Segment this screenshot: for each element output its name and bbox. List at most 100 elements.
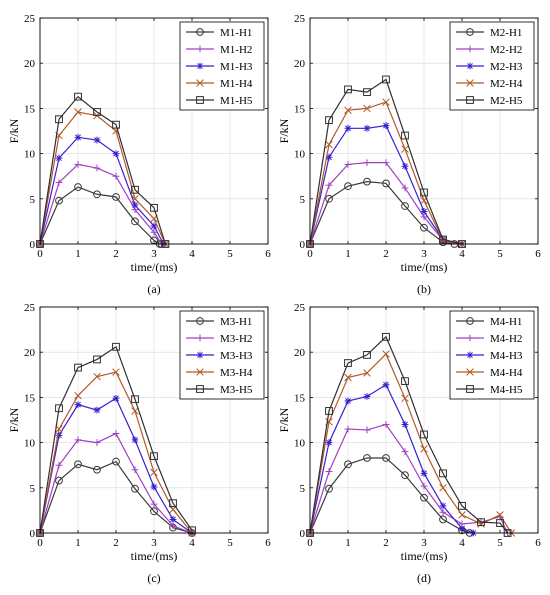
legend-label: M3-H4 bbox=[220, 367, 253, 379]
y-tick-label: 15 bbox=[294, 392, 306, 404]
x-tick-label: 1 bbox=[75, 537, 81, 549]
x-axis-label: time/(ms) bbox=[401, 549, 448, 563]
data-point bbox=[344, 161, 352, 168]
data-point bbox=[458, 501, 466, 510]
legend-marker-icon bbox=[196, 317, 204, 325]
y-tick-label: 25 bbox=[294, 302, 306, 314]
legend-item: M2-H4 bbox=[456, 78, 523, 90]
data-point bbox=[401, 184, 409, 192]
legend-item: M2-H2 bbox=[456, 44, 522, 56]
legend-label: M3-H1 bbox=[220, 316, 252, 328]
data-point bbox=[382, 454, 390, 462]
legend-marker-icon bbox=[466, 28, 474, 36]
data-point bbox=[325, 181, 333, 189]
data-point bbox=[382, 159, 390, 167]
x-tick-label: 3 bbox=[421, 537, 427, 549]
legend-marker-icon bbox=[466, 317, 474, 325]
data-point bbox=[112, 430, 120, 437]
data-point bbox=[496, 519, 504, 527]
data-point bbox=[131, 195, 139, 203]
legend-label: M4-H1 bbox=[490, 316, 522, 328]
data-point bbox=[382, 350, 390, 358]
legend-marker-icon bbox=[196, 62, 204, 70]
legend-label: M1-H3 bbox=[220, 61, 253, 73]
legend-item: M3-H2 bbox=[186, 333, 252, 345]
data-point bbox=[420, 493, 428, 502]
legend-marker-icon bbox=[196, 351, 204, 359]
legend-marker-icon bbox=[466, 62, 474, 70]
data-point bbox=[363, 104, 371, 113]
panel-caption-a: (a) bbox=[147, 282, 160, 296]
data-point bbox=[150, 452, 158, 461]
x-tick-label: 2 bbox=[383, 537, 389, 549]
x-tick-label: 0 bbox=[307, 248, 313, 260]
legend-label: M2-H4 bbox=[490, 78, 523, 90]
panel-caption-b: (b) bbox=[417, 282, 431, 296]
x-tick-label: 3 bbox=[151, 248, 157, 260]
data-point bbox=[401, 421, 409, 428]
data-point bbox=[93, 136, 101, 144]
legend-label: M4-H2 bbox=[490, 333, 522, 345]
legend-item: M1-H1 bbox=[186, 27, 252, 39]
legend-label: M3-H5 bbox=[220, 384, 253, 396]
legend-item: M4-H1 bbox=[456, 316, 522, 328]
x-axis-label: time/(ms) bbox=[131, 549, 178, 563]
data-point bbox=[55, 476, 63, 485]
y-tick-label: 0 bbox=[300, 239, 306, 251]
legend-item: M3-H4 bbox=[186, 367, 253, 379]
series-M2-H2 bbox=[306, 159, 462, 248]
data-point bbox=[363, 159, 371, 167]
series-M4-H5 bbox=[306, 332, 512, 537]
y-tick-label: 5 bbox=[30, 483, 36, 495]
legend-marker-icon bbox=[466, 96, 474, 104]
series-M2-H4 bbox=[306, 98, 466, 248]
data-point bbox=[420, 482, 428, 490]
data-point bbox=[150, 222, 158, 230]
y-tick-label: 15 bbox=[294, 103, 306, 115]
data-point bbox=[74, 436, 82, 444]
data-point bbox=[112, 120, 120, 129]
data-point bbox=[382, 98, 390, 106]
legend-item: M3-H1 bbox=[186, 316, 252, 328]
data-point bbox=[74, 108, 82, 116]
data-point bbox=[93, 439, 101, 446]
series-M1-H1 bbox=[36, 183, 166, 248]
data-point bbox=[150, 500, 158, 508]
series-line bbox=[39, 136, 165, 245]
data-point bbox=[112, 394, 120, 402]
legend-label: M2-H1 bbox=[490, 27, 522, 39]
data-point bbox=[93, 164, 101, 172]
data-point bbox=[401, 162, 409, 170]
data-point bbox=[363, 88, 371, 97]
data-point bbox=[169, 499, 177, 508]
y-tick-label: 5 bbox=[300, 483, 306, 495]
y-tick-label: 10 bbox=[24, 149, 36, 161]
legend-marker-icon bbox=[466, 45, 474, 53]
data-point bbox=[325, 468, 333, 475]
series-line bbox=[309, 457, 470, 534]
data-point bbox=[363, 454, 371, 462]
data-point bbox=[325, 194, 333, 203]
series-line bbox=[39, 345, 193, 534]
legend-label: M1-H5 bbox=[220, 95, 253, 107]
data-point bbox=[131, 185, 139, 194]
y-tick-label: 20 bbox=[294, 58, 306, 70]
data-point bbox=[439, 235, 447, 244]
legend-marker-icon bbox=[196, 45, 204, 53]
data-point bbox=[382, 75, 390, 84]
x-tick-label: 5 bbox=[227, 537, 233, 549]
data-point bbox=[112, 150, 120, 157]
legend-label: M1-H1 bbox=[220, 27, 252, 39]
y-tick-label: 20 bbox=[24, 58, 36, 70]
legend: M2-H1 M2-H2 M2-H3 M2-H4 M2-H5 bbox=[449, 21, 535, 111]
y-tick-label: 0 bbox=[30, 528, 36, 540]
data-point bbox=[477, 518, 485, 527]
y-tick-label: 15 bbox=[24, 103, 36, 115]
data-point bbox=[55, 179, 63, 186]
data-point bbox=[439, 484, 447, 492]
legend-item: M1-H4 bbox=[186, 78, 253, 90]
data-point bbox=[325, 484, 333, 493]
legend-label: M4-H4 bbox=[490, 367, 523, 379]
data-point bbox=[325, 439, 333, 446]
x-tick-label: 6 bbox=[265, 248, 271, 260]
